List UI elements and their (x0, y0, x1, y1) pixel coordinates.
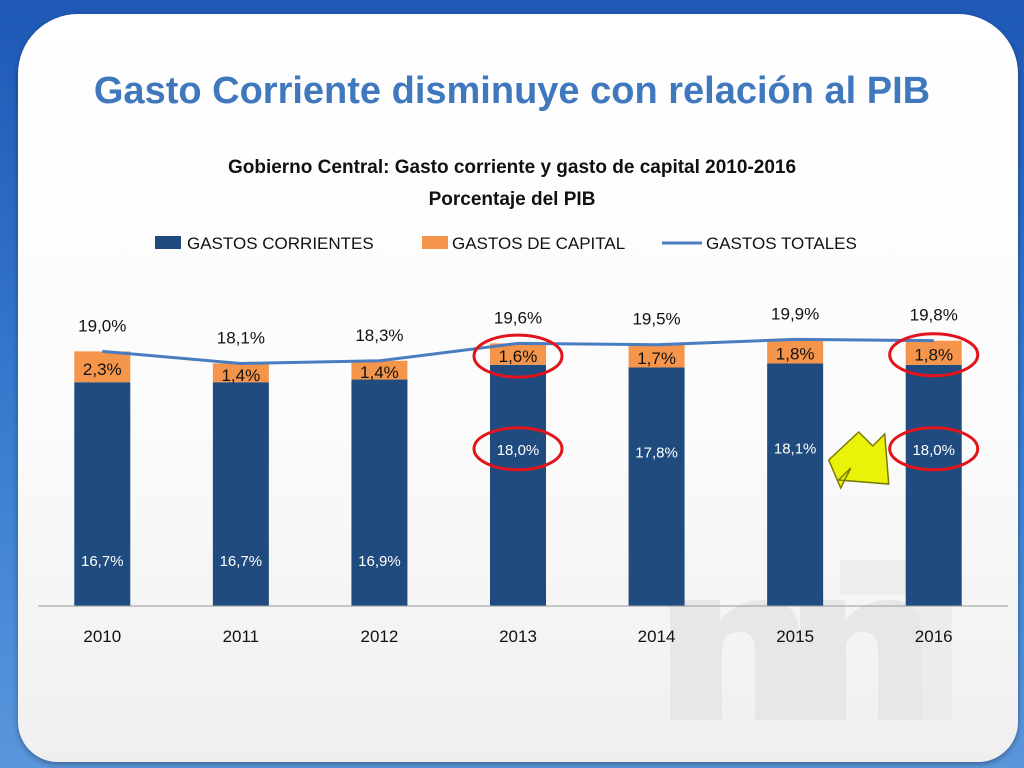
x-tick-label-2015: 2015 (776, 627, 814, 646)
bar-corrientes-2014 (628, 367, 685, 606)
data-label-corrientes-2012: 16,9% (358, 553, 401, 570)
bar-capital-2016 (905, 340, 962, 365)
data-label-capital-2016: 1,8% (914, 346, 953, 365)
bar-corrientes-2011 (212, 382, 269, 606)
bar-corrientes-2015 (767, 363, 824, 606)
data-label-corrientes-2015: 18,1% (774, 440, 817, 457)
chart-subtitle: Porcentaje del PIB (428, 189, 596, 210)
data-label-corrientes-2011: 16,7% (220, 553, 263, 570)
x-tick-label-2014: 2014 (638, 627, 676, 646)
highlight-arrow-icon (827, 430, 890, 490)
data-label-totales-2016: 19,8% (910, 306, 958, 325)
data-label-totales-2010: 19,0% (78, 316, 126, 335)
legend-label-corrientes: GASTOS CORRIENTES (187, 234, 374, 253)
data-label-capital-2015: 1,8% (776, 344, 815, 363)
data-label-totales-2012: 18,3% (355, 326, 403, 345)
x-tick-label-2010: 2010 (83, 627, 121, 646)
data-label-corrientes-2013: 18,0% (497, 442, 540, 459)
data-label-totales-2011: 18,1% (217, 328, 265, 347)
bar-capital-2013 (490, 343, 546, 365)
bar-capital-2010 (74, 351, 131, 383)
slide-title: Gasto Corriente disminuye con relación a… (93, 70, 931, 112)
legend-swatch-capital (422, 236, 448, 249)
data-label-capital-2014: 1,7% (637, 349, 676, 368)
data-label-totales-2014: 19,5% (632, 310, 680, 329)
legend-swatch-corrientes (155, 236, 181, 249)
data-label-totales-2015: 19,9% (771, 304, 819, 323)
data-label-capital-2011: 1,4% (221, 366, 260, 385)
x-tick-label-2016: 2016 (915, 627, 953, 646)
data-label-corrientes-2010: 16,7% (81, 553, 124, 570)
bar-corrientes-2013 (490, 364, 546, 606)
x-tick-label-2013: 2013 (499, 627, 537, 646)
data-label-corrientes-2016: 18,0% (912, 442, 955, 459)
bar-capital-2014 (628, 344, 685, 368)
bar-corrientes-2016 (905, 364, 962, 606)
x-tick-label-2011: 2011 (223, 627, 260, 646)
data-label-capital-2012: 1,4% (360, 363, 399, 382)
data-label-capital-2010: 2,3% (83, 360, 122, 379)
chart-title: Gobierno Central: Gasto corriente y gast… (227, 157, 797, 178)
legend-label-totales: GASTOS TOTALES (706, 234, 857, 253)
bar-capital-2011 (212, 363, 269, 383)
highlight-circle-2013-corrientes (472, 426, 564, 472)
bar-corrientes-2012 (351, 379, 408, 606)
highlight-circle-2016-capital (888, 332, 980, 378)
highlight-circle-2013-capital (472, 333, 564, 379)
bar-capital-2012 (351, 360, 408, 380)
series-line-totales (102, 337, 934, 365)
data-label-corrientes-2014: 17,8% (635, 444, 678, 461)
data-label-capital-2013: 1,6% (499, 347, 538, 366)
data-label-totales-2013: 19,6% (494, 308, 542, 327)
legend-label-capital: GASTOS DE CAPITAL (452, 234, 625, 253)
highlight-circle-2016-corrientes (888, 426, 980, 472)
x-tick-label-2012: 2012 (361, 627, 399, 646)
bar-corrientes-2010 (74, 382, 131, 606)
bar-capital-2015 (767, 339, 824, 364)
